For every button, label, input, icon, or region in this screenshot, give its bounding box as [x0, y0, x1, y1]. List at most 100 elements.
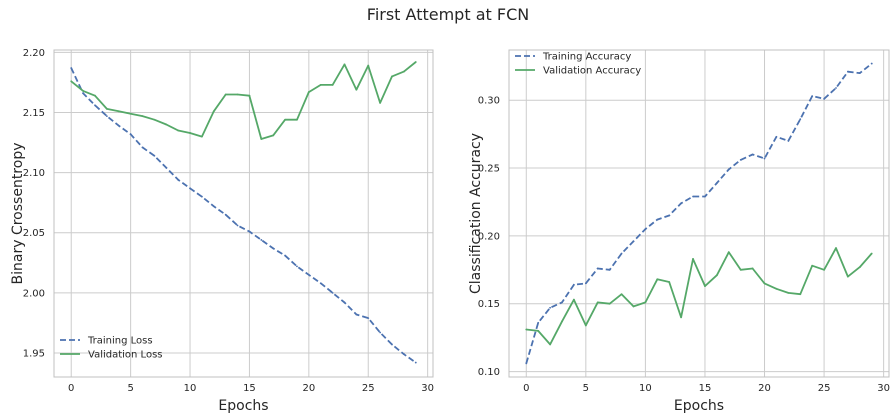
- data-point: [141, 146, 144, 149]
- data-point: [153, 154, 156, 157]
- data-point: [692, 258, 694, 260]
- data-point: [105, 108, 108, 110]
- data-point: [153, 118, 156, 121]
- data-point: [537, 329, 540, 332]
- data-point: [331, 291, 334, 294]
- x-tick-label: 25: [362, 383, 375, 394]
- data-point: [117, 110, 120, 113]
- data-point: [620, 293, 623, 296]
- data-point: [117, 124, 120, 127]
- data-point: [248, 94, 251, 97]
- data-point: [70, 67, 73, 69]
- data-point: [739, 159, 742, 161]
- data-point: [165, 123, 168, 126]
- data-point: [319, 282, 322, 285]
- data-point: [343, 301, 346, 304]
- data-point: [379, 101, 382, 104]
- data-point: [858, 266, 861, 268]
- figure-title: First Attempt at FCN: [366, 5, 530, 24]
- data-point: [692, 195, 694, 198]
- data-point: [596, 301, 599, 304]
- data-point: [212, 110, 215, 113]
- data-point: [224, 93, 227, 96]
- data-point: [201, 195, 203, 198]
- data-point: [343, 63, 346, 66]
- series-line-training: [525, 62, 873, 364]
- data-point: [799, 293, 802, 296]
- data-point: [525, 328, 528, 331]
- series-line-validation: [70, 61, 417, 140]
- data-point: [189, 132, 191, 134]
- data-point: [632, 240, 635, 243]
- data-point: [835, 87, 837, 89]
- data-point: [751, 267, 754, 270]
- data-point: [284, 254, 286, 257]
- data-point: [608, 268, 611, 271]
- y-tick-label: 0.25: [478, 164, 500, 175]
- plot-frame: [53, 49, 434, 378]
- data-point: [391, 75, 393, 78]
- data-point: [775, 135, 778, 138]
- data-point: [177, 178, 180, 181]
- data-point: [141, 115, 144, 118]
- data-point: [870, 252, 873, 255]
- y-axis-label: Classification Accuracy: [468, 133, 484, 294]
- x-tick-label: 30: [877, 383, 890, 394]
- y-tick-label: 2.05: [23, 228, 45, 239]
- data-point: [296, 265, 298, 268]
- data-point: [561, 320, 563, 323]
- data-point: [787, 291, 790, 294]
- data-point: [870, 62, 873, 65]
- data-point: [82, 89, 85, 92]
- data-point: [811, 95, 814, 98]
- data-point: [715, 274, 718, 277]
- data-point: [561, 301, 563, 304]
- data-point: [367, 64, 370, 67]
- data-point: [391, 343, 393, 346]
- y-tick-label: 0.30: [478, 96, 500, 107]
- data-point: [584, 324, 587, 327]
- data-point: [727, 251, 730, 254]
- series-line-validation: [526, 247, 873, 346]
- data-point: [549, 306, 551, 309]
- series-line-training: [70, 67, 417, 364]
- data-point: [704, 285, 706, 287]
- x-tick-label: 25: [818, 383, 831, 394]
- data-point: [296, 118, 298, 121]
- data-point: [129, 133, 132, 136]
- x-tick-label: 5: [127, 383, 133, 394]
- data-point: [573, 283, 575, 286]
- data-point: [248, 230, 251, 233]
- data-point: [799, 118, 802, 121]
- x-tick-label: 10: [639, 383, 652, 394]
- data-point: [751, 153, 754, 156]
- y-tick-label: 0.10: [478, 367, 500, 378]
- x-tick-label: 15: [699, 383, 712, 394]
- data-point: [414, 361, 417, 364]
- data-point: [823, 97, 825, 100]
- data-point: [284, 118, 286, 121]
- y-tick-label: 1.95: [23, 348, 45, 359]
- data-point: [835, 247, 837, 249]
- y-tick-label: 0.15: [478, 299, 500, 310]
- data-point: [367, 317, 370, 319]
- y-tick-label: 0.20: [478, 231, 500, 242]
- data-point: [644, 228, 647, 231]
- data-point: [668, 281, 671, 283]
- y-tick-label: 2.20: [23, 48, 45, 59]
- data-point: [272, 247, 275, 250]
- data-point: [620, 252, 623, 255]
- data-point: [355, 313, 358, 316]
- data-point: [260, 239, 263, 241]
- data-point: [715, 182, 718, 184]
- y-tick-label: 2.10: [23, 168, 45, 179]
- x-tick-label: 20: [302, 383, 315, 394]
- data-point: [82, 92, 85, 95]
- data-point: [763, 157, 766, 160]
- data-point: [355, 88, 358, 91]
- data-point: [549, 343, 551, 346]
- data-point: [573, 298, 575, 301]
- x-tick-label: 20: [758, 383, 771, 394]
